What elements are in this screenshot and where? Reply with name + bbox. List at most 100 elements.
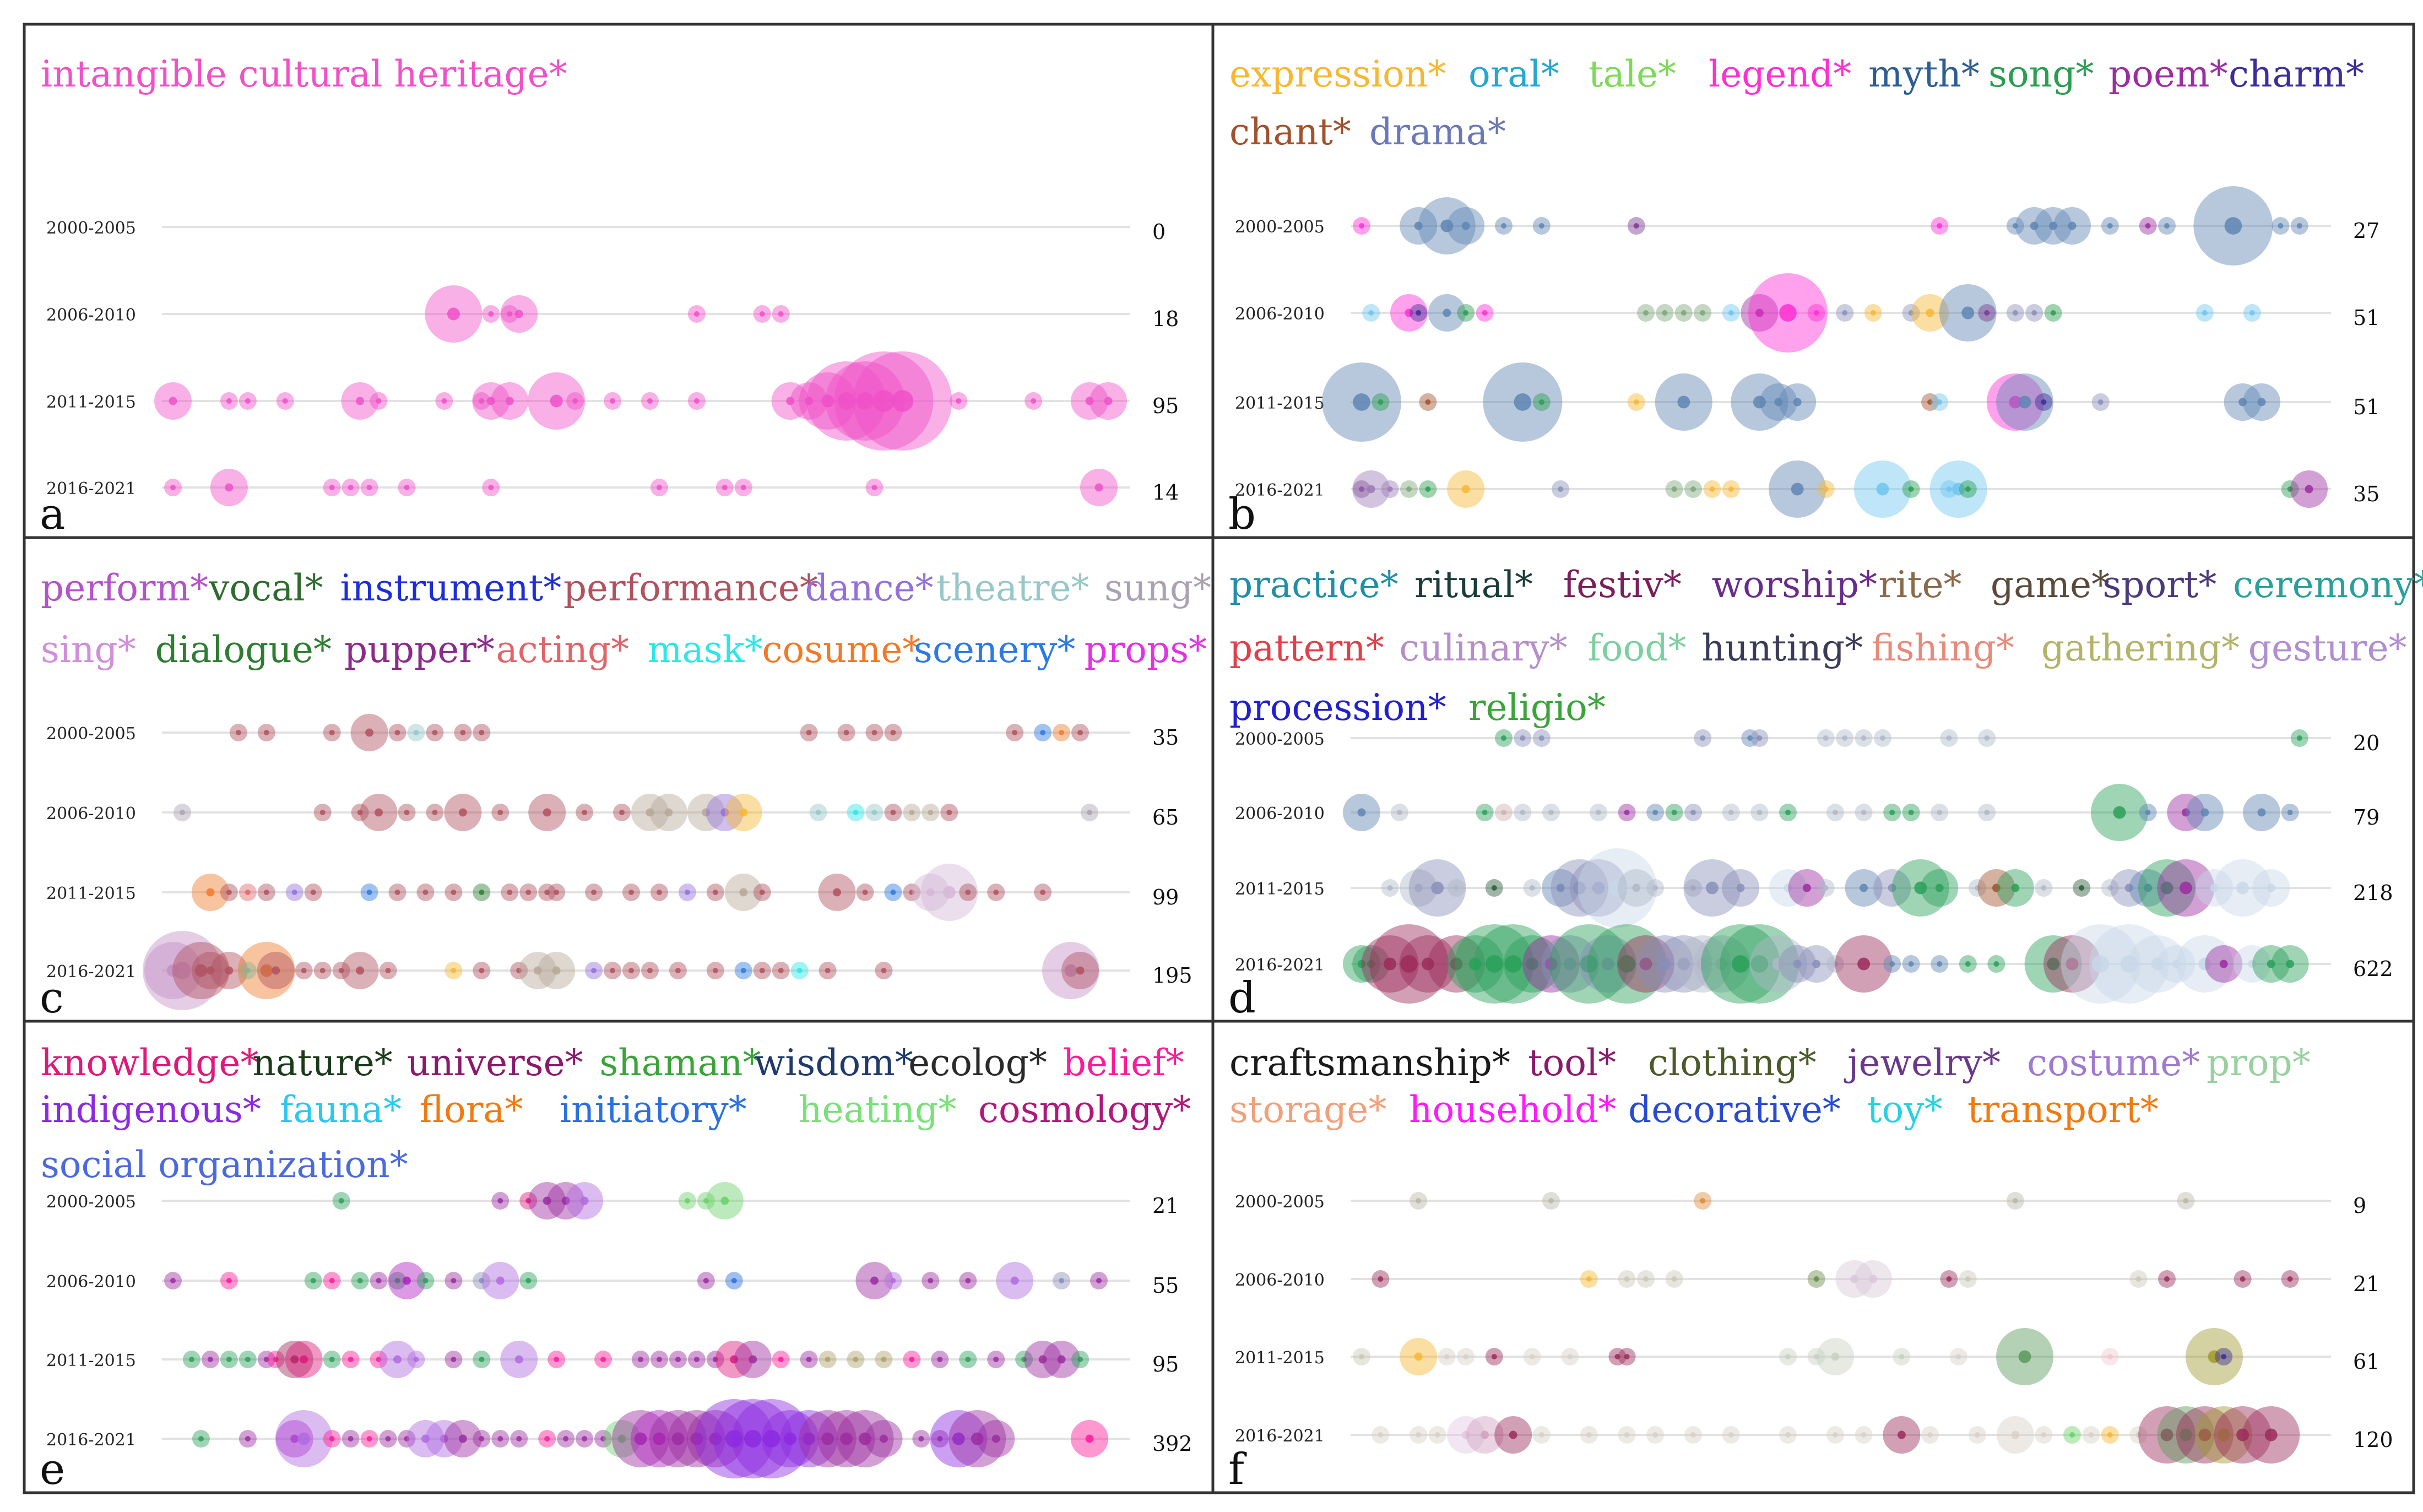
bubble-core bbox=[2151, 957, 2164, 971]
bubble-core bbox=[1038, 1355, 1047, 1364]
legend-keyword: shaman* bbox=[599, 1042, 761, 1084]
bubble-core bbox=[2238, 398, 2247, 407]
bubble-core bbox=[1662, 310, 1668, 316]
panel-f: craftsmanship* tool* clothing* jewelry* cost… bbox=[1211, 1020, 2415, 1494]
bubble-core bbox=[1368, 310, 1374, 316]
legend-keyword: performance* bbox=[563, 567, 818, 609]
row-count: 55 bbox=[1152, 1273, 1179, 1298]
bubble-core bbox=[1096, 1278, 1102, 1283]
bubble-core bbox=[1378, 1432, 1384, 1438]
bubble-core bbox=[245, 398, 251, 404]
bubble-core bbox=[1548, 810, 1554, 815]
bubble-core bbox=[671, 1432, 685, 1445]
bubble-core bbox=[497, 1436, 503, 1441]
bubble-core bbox=[2305, 485, 2313, 494]
bubble-core bbox=[2047, 957, 2060, 971]
bubble-core bbox=[2135, 1276, 2142, 1282]
bubble-core bbox=[1548, 1198, 1554, 1204]
bubble-core bbox=[2296, 223, 2302, 229]
bubble-core bbox=[1889, 961, 1895, 967]
bubble-core bbox=[2164, 1276, 2170, 1282]
bubble-core bbox=[693, 1357, 700, 1362]
bubble-core bbox=[1010, 1276, 1019, 1285]
period-label: 2000-2005 bbox=[46, 724, 136, 744]
bubble-core bbox=[638, 1357, 643, 1362]
legend-keyword: rite* bbox=[1878, 563, 1961, 606]
bubble-core bbox=[516, 968, 522, 973]
bubble-core bbox=[1538, 735, 1544, 741]
bubble-core bbox=[1671, 486, 1677, 492]
bubble-core bbox=[856, 392, 874, 410]
bubble-core bbox=[1538, 1432, 1544, 1438]
bubble-core bbox=[516, 1436, 522, 1441]
legend-keyword: jewelry* bbox=[1844, 1042, 2001, 1084]
bubble-core bbox=[2257, 398, 2266, 407]
bubble-core bbox=[1526, 957, 1539, 971]
bubble-core bbox=[778, 968, 784, 973]
panel-frame bbox=[1211, 1020, 2415, 1494]
bubble-core bbox=[730, 1355, 739, 1364]
bubble-core bbox=[1491, 885, 1497, 891]
bubble-core bbox=[458, 1434, 467, 1443]
period-label: 2000-2005 bbox=[1235, 1193, 1325, 1212]
bubble-core bbox=[825, 1357, 831, 1362]
bubble-core bbox=[479, 968, 485, 973]
bubble-core bbox=[1861, 810, 1867, 815]
legend-keyword: sport* bbox=[2102, 563, 2216, 606]
bubble-core bbox=[1774, 398, 1783, 407]
bubble-core bbox=[749, 1355, 757, 1364]
bubble-core bbox=[628, 968, 635, 973]
legend-keyword: sung* bbox=[1104, 567, 1211, 609]
bubble-core bbox=[840, 1432, 853, 1445]
bubble-core bbox=[1757, 735, 1763, 741]
bubble-core bbox=[394, 730, 400, 735]
bubble-core bbox=[514, 310, 523, 318]
bubble-core bbox=[1434, 1432, 1440, 1438]
bubble-core bbox=[226, 890, 232, 895]
bubble-core bbox=[582, 1436, 588, 1441]
legend-keyword: knowledge* bbox=[41, 1042, 258, 1084]
bubble-core bbox=[552, 966, 561, 975]
bubble-core bbox=[2018, 395, 2031, 409]
bubble-core bbox=[2172, 960, 2181, 968]
bubble-core bbox=[2068, 221, 2077, 230]
bubble-core bbox=[1529, 885, 1535, 891]
bubble-core bbox=[1601, 957, 1614, 971]
bubble-core bbox=[1690, 885, 1696, 891]
bubble-core bbox=[870, 1276, 879, 1285]
bubble-core bbox=[647, 398, 653, 404]
bubble-core bbox=[2240, 1276, 2246, 1282]
bubble-core bbox=[2264, 1428, 2278, 1441]
bubble-core bbox=[1870, 310, 1876, 316]
bubble-core bbox=[460, 730, 466, 735]
bubble-core bbox=[1639, 957, 1652, 971]
bubble-core bbox=[634, 1432, 647, 1445]
bubble-core bbox=[1414, 1352, 1423, 1361]
bubble-core bbox=[965, 1357, 971, 1362]
bubble-core bbox=[357, 810, 363, 815]
bubble-core bbox=[1425, 399, 1431, 405]
row-count: 51 bbox=[2353, 395, 2379, 419]
bubble-core bbox=[965, 890, 971, 895]
bubble-core bbox=[297, 1432, 311, 1445]
bubble-core bbox=[1618, 955, 1636, 973]
bubble-core bbox=[1753, 395, 1766, 409]
legend-keyword: procession* bbox=[1229, 686, 1446, 729]
row-count: 65 bbox=[1152, 805, 1179, 830]
bubble-core bbox=[762, 1430, 780, 1448]
period-label: 2000-2005 bbox=[46, 1193, 136, 1212]
bubble-core bbox=[617, 1434, 626, 1443]
legend-keyword: intangible cultural heritage* bbox=[41, 53, 567, 95]
legend-keyword: toy* bbox=[1867, 1088, 1943, 1131]
bubble-core bbox=[245, 1357, 251, 1362]
bubble-core bbox=[1833, 1432, 1838, 1438]
legend-keyword: poem* bbox=[2108, 53, 2228, 95]
bubble-core bbox=[833, 888, 842, 897]
bubble-core bbox=[1984, 810, 1990, 815]
bubble-core bbox=[1400, 955, 1418, 973]
bubble-core bbox=[1431, 881, 1444, 895]
bubble-core bbox=[853, 810, 859, 815]
bubble-core bbox=[1690, 1432, 1696, 1438]
bubble-core bbox=[1813, 1276, 1819, 1282]
